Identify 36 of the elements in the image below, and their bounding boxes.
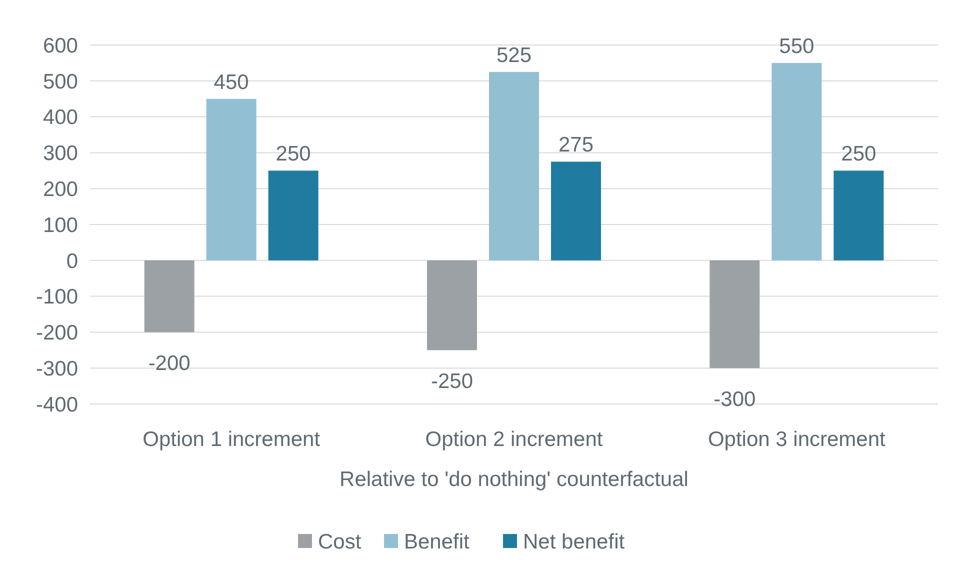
y-tick-label: 600 [42,34,78,58]
data-label: -200 [148,352,190,376]
bar [206,98,256,260]
y-tick-label: -300 [36,357,78,380]
x-tick-label: Option 2 increment [425,428,603,451]
y-tick-label: 200 [42,178,78,201]
y-tick-label: -200 [36,322,78,345]
legend-label: Cost [318,530,362,554]
legend-label: Benefit [404,530,470,554]
x-tick-label: Option 1 increment [142,428,320,451]
data-label: 450 [214,70,249,94]
x-axis-title: Relative to 'do nothing' counterfactual [340,468,688,491]
data-label: 250 [276,142,311,166]
data-label: 525 [496,44,532,67]
x-tick-label: Option 3 increment [708,428,886,451]
data-label: 250 [841,142,876,166]
y-tick-label: 300 [42,142,78,166]
y-tick-label: -100 [36,286,78,309]
bar [268,170,318,260]
bar [710,260,760,368]
y-tick-label: 500 [42,70,78,94]
y-tick-label: -400 [36,393,78,416]
bar [551,162,601,260]
bar [772,62,822,260]
legend-label: Net benefit [523,530,625,554]
bar [834,170,884,260]
bar [427,260,477,350]
data-label: -250 [430,370,474,394]
y-tick-label: 100 [42,214,78,237]
data-label: 275 [558,134,594,157]
data-label: 550 [779,34,814,58]
y-tick-label: 400 [42,106,78,130]
bar [144,260,194,332]
bar [489,72,539,260]
data-label: -300 [714,388,756,412]
y-tick-label: 0 [66,250,78,273]
